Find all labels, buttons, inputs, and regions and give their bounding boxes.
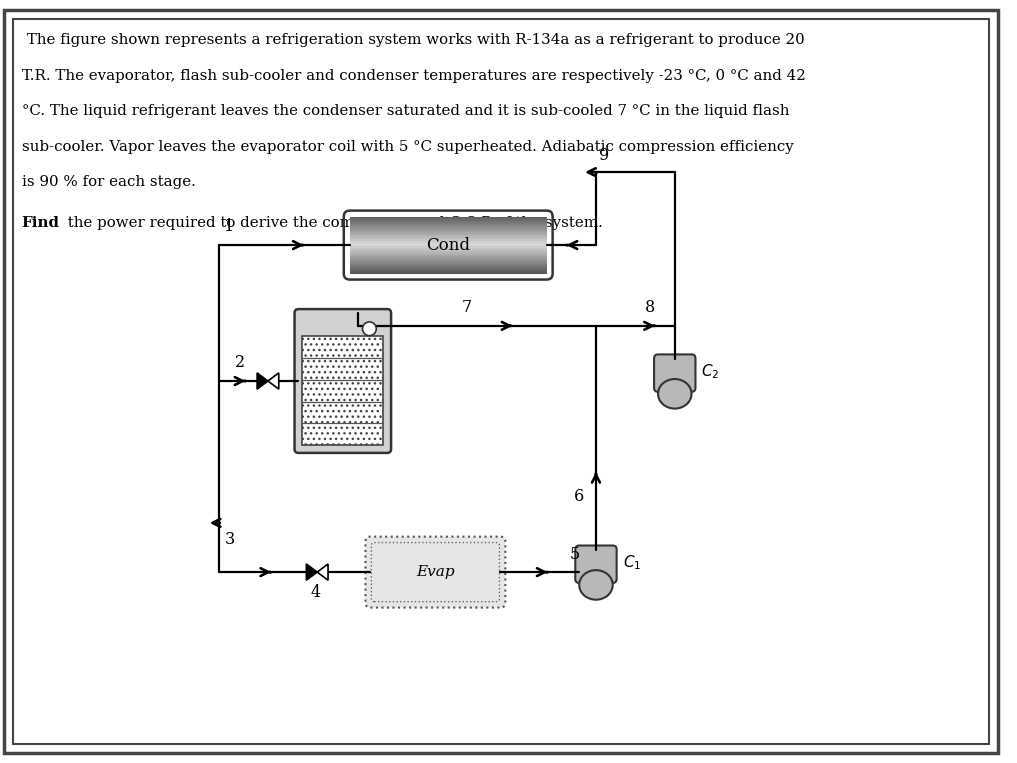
- Bar: [350, 228, 547, 230]
- Text: the power required to derive the compressor and C.O.P of the system.: the power required to derive the compres…: [63, 215, 603, 230]
- Bar: [350, 256, 547, 258]
- Text: 4: 4: [310, 584, 320, 601]
- Text: Find: Find: [21, 215, 60, 230]
- Bar: [350, 251, 547, 253]
- Ellipse shape: [658, 379, 692, 409]
- Bar: [350, 232, 547, 233]
- Bar: [350, 237, 547, 238]
- Bar: [350, 238, 547, 240]
- Text: °C. The liquid refrigerant leaves the condenser saturated and it is sub-cooled 7: °C. The liquid refrigerant leaves the co…: [21, 105, 789, 118]
- Bar: [350, 233, 547, 235]
- Bar: [350, 217, 547, 218]
- Text: Cond: Cond: [426, 237, 470, 253]
- Bar: [350, 259, 547, 261]
- Text: 3: 3: [225, 531, 235, 548]
- Text: sub-cooler. Vapor leaves the evaporator coil with 5 °C superheated. Adiabatic co: sub-cooler. Vapor leaves the evaporator …: [21, 140, 793, 153]
- Text: 5: 5: [570, 546, 580, 563]
- Circle shape: [362, 322, 376, 336]
- Bar: [350, 225, 547, 227]
- Bar: [350, 272, 547, 274]
- Ellipse shape: [580, 570, 612, 600]
- Bar: [350, 255, 547, 256]
- Text: The figure shown represents a refrigeration system works with R-134a as a refrig: The figure shown represents a refrigerat…: [21, 34, 804, 47]
- Bar: [350, 219, 547, 221]
- Polygon shape: [317, 564, 328, 580]
- Bar: [350, 262, 547, 264]
- Text: 8: 8: [645, 299, 655, 316]
- Text: 7: 7: [462, 299, 472, 316]
- Bar: [350, 221, 547, 222]
- Text: 9: 9: [599, 147, 609, 164]
- Bar: [350, 227, 547, 228]
- Bar: [350, 250, 547, 251]
- Bar: [350, 264, 547, 265]
- Bar: [350, 266, 547, 268]
- Text: 2: 2: [235, 354, 245, 371]
- Bar: [350, 253, 547, 255]
- Polygon shape: [306, 564, 317, 580]
- Text: $C_1$: $C_1$: [622, 553, 641, 571]
- Text: 1: 1: [224, 218, 234, 235]
- Bar: [350, 242, 547, 243]
- FancyBboxPatch shape: [365, 536, 505, 607]
- Bar: [350, 269, 547, 271]
- FancyBboxPatch shape: [295, 309, 392, 453]
- Text: is 90 % for each stage.: is 90 % for each stage.: [21, 175, 195, 189]
- Bar: [350, 240, 547, 241]
- Bar: [350, 241, 547, 242]
- Bar: [350, 258, 547, 259]
- Bar: [350, 261, 547, 262]
- Polygon shape: [257, 373, 267, 389]
- Text: 6: 6: [574, 488, 584, 505]
- Text: $C_2$: $C_2$: [702, 362, 720, 381]
- Bar: [350, 268, 547, 269]
- Bar: [350, 230, 547, 232]
- FancyBboxPatch shape: [654, 354, 696, 392]
- Bar: [302, 336, 383, 445]
- Bar: [350, 246, 547, 248]
- Bar: [350, 235, 547, 237]
- Bar: [350, 248, 547, 250]
- Bar: [350, 245, 547, 246]
- Bar: [350, 224, 547, 225]
- Polygon shape: [267, 373, 279, 389]
- Bar: [350, 218, 547, 219]
- Bar: [350, 243, 547, 245]
- Bar: [350, 271, 547, 272]
- Bar: [350, 222, 547, 224]
- Bar: [350, 265, 547, 266]
- FancyBboxPatch shape: [576, 546, 616, 583]
- Text: Evap: Evap: [416, 565, 455, 579]
- Text: T.R. The evaporator, flash sub-cooler and condenser temperatures are respectivel: T.R. The evaporator, flash sub-cooler an…: [21, 69, 805, 82]
